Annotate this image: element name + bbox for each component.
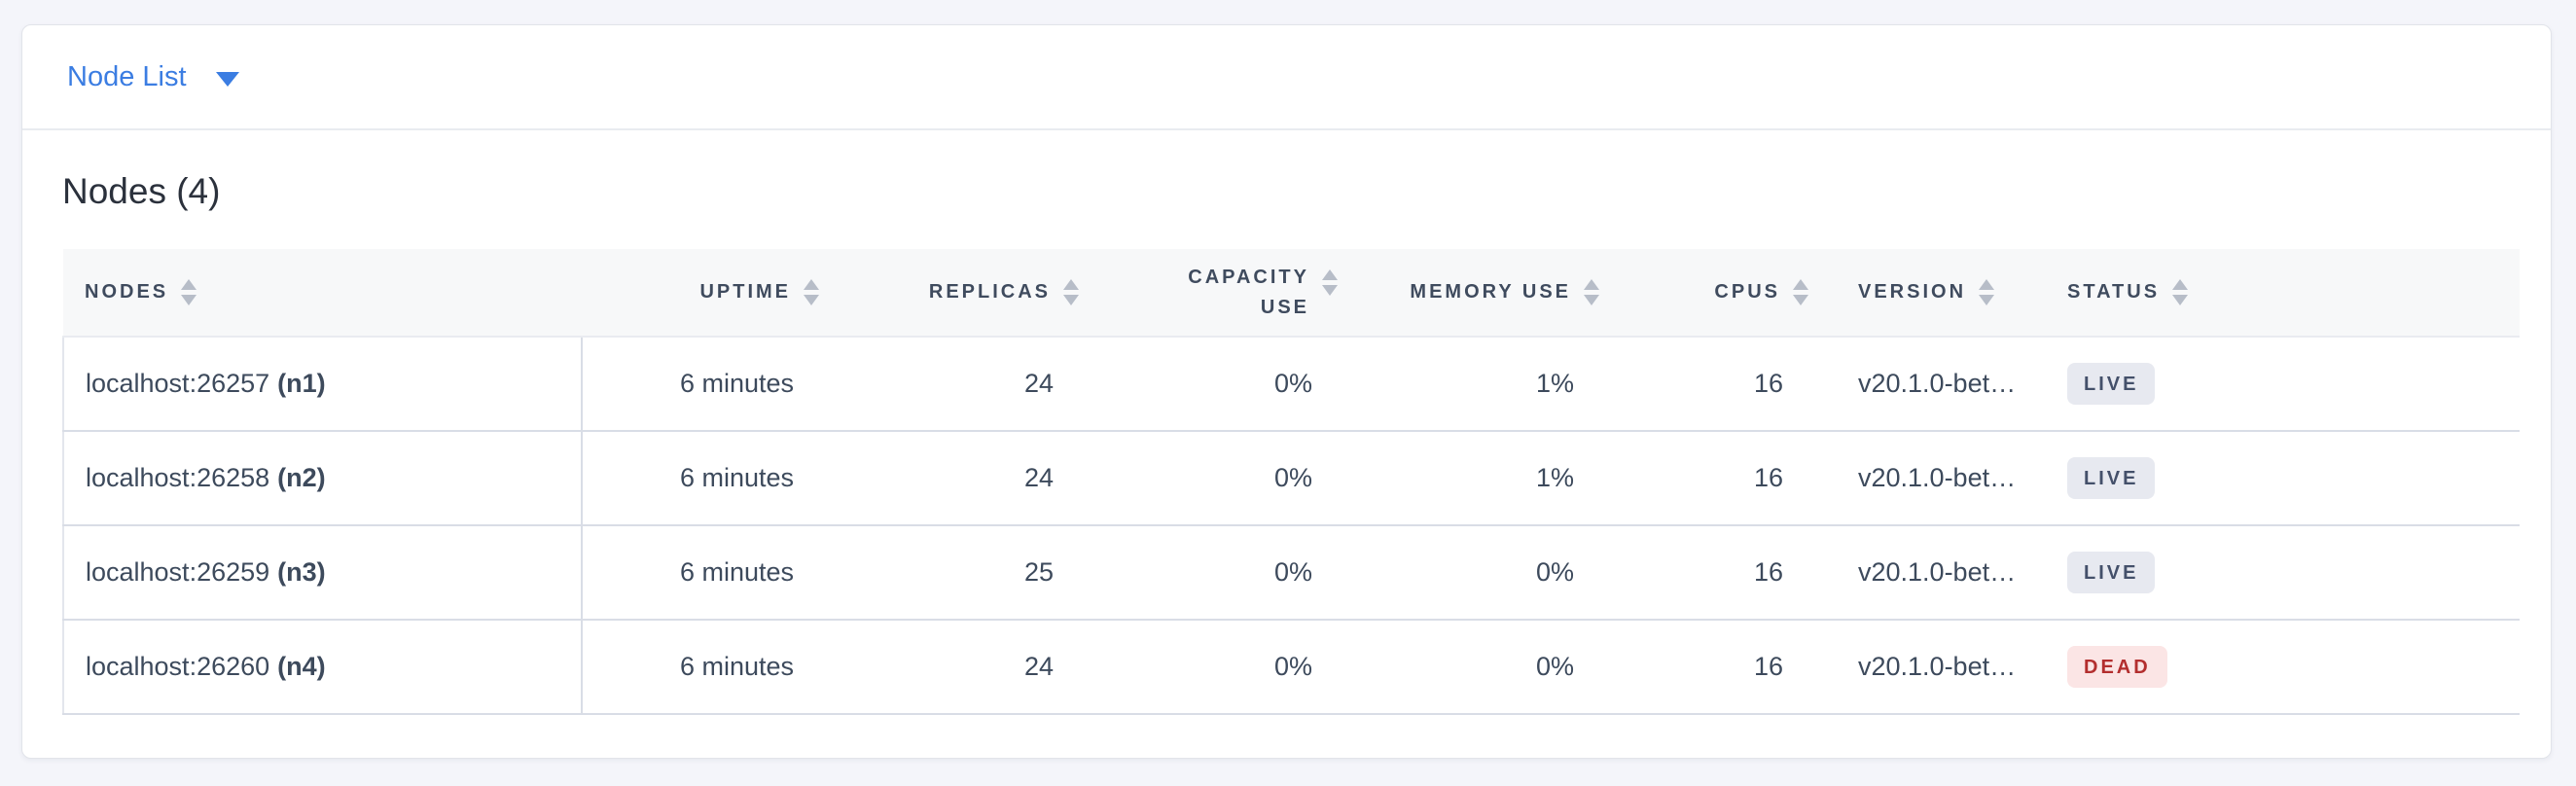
column-label: VERSION xyxy=(1858,281,1967,303)
node-address: localhost:26260 xyxy=(86,652,270,681)
sort-icon xyxy=(804,279,819,305)
view-dropdown[interactable]: Node List xyxy=(67,61,239,93)
sort-down-triangle-icon xyxy=(1322,285,1338,296)
nodes-table: NODES UPTIME REPLICAS CAPACITY USE MEMORY US… xyxy=(62,249,2520,715)
node-name-cell[interactable]: localhost:26258 (n2) xyxy=(62,431,583,526)
sort-icon xyxy=(1063,279,1079,305)
capacity_use-cell: 0% xyxy=(1087,337,1345,432)
table-body: localhost:26257 (n1) 6 minutes 24 0% 1% 16 v20.… xyxy=(62,337,2520,715)
table-header-row: NODES UPTIME REPLICAS CAPACITY USE MEMORY US… xyxy=(63,249,2520,338)
status-badge: LIVE xyxy=(2067,552,2156,593)
cpus-cell: 16 xyxy=(1607,337,1816,432)
sort-icon xyxy=(181,279,197,305)
uptime-cell: 6 minutes xyxy=(582,525,827,621)
column-label: REPLICAS xyxy=(928,281,1051,303)
uptime-cell: 6 minutes xyxy=(582,337,827,432)
sort-up-triangle-icon xyxy=(1793,279,1808,290)
memory_use-cell: 1% xyxy=(1345,431,1607,526)
cpus-cell: 16 xyxy=(1607,431,1816,526)
column-header-capacity_use[interactable]: CAPACITY USE xyxy=(1087,249,1345,338)
caret-down-icon xyxy=(215,72,239,87)
status-cell: LIVE xyxy=(2053,431,2520,526)
status-cell: LIVE xyxy=(2053,337,2520,432)
replicas-cell: 24 xyxy=(827,337,1087,432)
version-cell: v20.1.0-bet… xyxy=(1816,620,2053,715)
status-cell: LIVE xyxy=(2053,525,2520,621)
sort-icon xyxy=(2172,279,2189,305)
column-label: CAPACITY USE xyxy=(1188,266,1309,318)
view-dropdown-label: Node List xyxy=(67,60,187,92)
sort-down-triangle-icon xyxy=(181,295,197,305)
replicas-cell: 24 xyxy=(827,431,1087,526)
sort-up-triangle-icon xyxy=(1979,279,1995,290)
sort-up-triangle-icon xyxy=(181,279,197,290)
status-badge: LIVE xyxy=(2067,457,2156,499)
memory_use-cell: 0% xyxy=(1345,525,1607,621)
version-cell: v20.1.0-bet… xyxy=(1816,525,2053,621)
table-row: localhost:26260 (n4) 6 minutes 24 0% 0% 16 v20.… xyxy=(62,620,2520,715)
nodes-table-wrap: NODES UPTIME REPLICAS CAPACITY USE MEMORY US… xyxy=(62,249,2551,715)
sort-icon xyxy=(1584,279,1599,305)
node-name-cell[interactable]: localhost:26257 (n1) xyxy=(62,337,583,432)
sort-icon xyxy=(1979,279,1995,305)
column-label: UPTIME xyxy=(699,281,791,303)
sort-down-triangle-icon xyxy=(1793,295,1808,305)
table-row: localhost:26259 (n3) 6 minutes 25 0% 0% 16 v20.… xyxy=(62,525,2520,621)
column-label: MEMORY USE xyxy=(1410,281,1571,303)
column-label: NODES xyxy=(85,281,169,303)
capacity_use-cell: 0% xyxy=(1087,620,1345,715)
uptime-cell: 6 minutes xyxy=(582,620,827,715)
page-title: Nodes (4) xyxy=(62,171,221,211)
status-badge: DEAD xyxy=(2067,646,2167,688)
status-badge: LIVE xyxy=(2067,363,2156,405)
node-id: (n4) xyxy=(277,652,326,681)
node-id: (n1) xyxy=(277,369,326,398)
cpus-cell: 16 xyxy=(1607,620,1816,715)
view-selector-bar: Node List xyxy=(22,25,2551,130)
sort-icon xyxy=(1793,279,1808,305)
column-header-version[interactable]: VERSION xyxy=(1816,249,2053,338)
node-address: localhost:26258 xyxy=(86,463,270,492)
column-header-replicas[interactable]: REPLICAS xyxy=(827,249,1087,338)
sort-down-triangle-icon xyxy=(1584,295,1599,305)
sort-up-triangle-icon xyxy=(2172,279,2189,290)
node-address: localhost:26259 xyxy=(86,557,270,587)
status-cell: DEAD xyxy=(2053,620,2520,715)
table-row: localhost:26257 (n1) 6 minutes 24 0% 1% 16 v20.… xyxy=(62,337,2520,432)
column-header-nodes[interactable]: NODES xyxy=(63,249,582,338)
column-header-uptime[interactable]: UPTIME xyxy=(582,249,827,338)
column-header-memory_use[interactable]: MEMORY USE xyxy=(1345,249,1607,338)
column-header-cpus[interactable]: CPUS xyxy=(1607,249,1816,338)
table-row: localhost:26258 (n2) 6 minutes 24 0% 1% 16 v20.… xyxy=(62,431,2520,526)
sort-up-triangle-icon xyxy=(1322,269,1338,280)
sort-down-triangle-icon xyxy=(804,295,819,305)
node-list-card: Node List Nodes (4) NODES UPTIME REPLICAS C… xyxy=(21,24,2552,759)
node-name-cell[interactable]: localhost:26259 (n3) xyxy=(62,525,583,621)
sort-up-triangle-icon xyxy=(804,279,819,290)
column-label: STATUS xyxy=(2067,281,2161,303)
node-id: (n3) xyxy=(277,557,326,587)
sort-up-triangle-icon xyxy=(1584,279,1599,290)
memory_use-cell: 0% xyxy=(1345,620,1607,715)
cpus-cell: 16 xyxy=(1607,525,1816,621)
sort-down-triangle-icon xyxy=(2172,295,2189,305)
version-cell: v20.1.0-bet… xyxy=(1816,337,2053,432)
column-label: CPUS xyxy=(1714,281,1780,303)
column-header-status[interactable]: STATUS xyxy=(2053,249,2520,338)
sort-down-triangle-icon xyxy=(1063,295,1079,305)
replicas-cell: 24 xyxy=(827,620,1087,715)
node-id: (n2) xyxy=(277,463,326,492)
sort-down-triangle-icon xyxy=(1979,295,1995,305)
capacity_use-cell: 0% xyxy=(1087,431,1345,526)
version-cell: v20.1.0-bet… xyxy=(1816,431,2053,526)
sort-up-triangle-icon xyxy=(1063,279,1079,290)
sort-icon xyxy=(1322,269,1338,296)
capacity_use-cell: 0% xyxy=(1087,525,1345,621)
memory_use-cell: 1% xyxy=(1345,337,1607,432)
replicas-cell: 25 xyxy=(827,525,1087,621)
node-name-cell[interactable]: localhost:26260 (n4) xyxy=(62,620,583,715)
uptime-cell: 6 minutes xyxy=(582,431,827,526)
node-address: localhost:26257 xyxy=(86,369,270,398)
